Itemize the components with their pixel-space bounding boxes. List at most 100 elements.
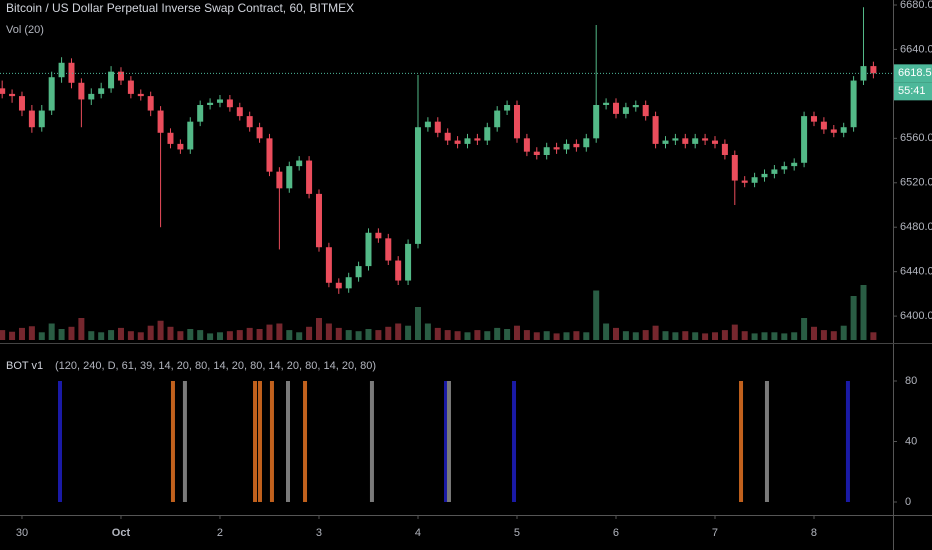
countdown: 55:41 bbox=[898, 85, 926, 97]
candle-body bbox=[583, 138, 590, 148]
volume-bar bbox=[48, 323, 55, 340]
signal-bar bbox=[269, 380, 274, 502]
volume-bar bbox=[523, 330, 530, 340]
candle-body bbox=[286, 166, 293, 189]
candle-body bbox=[78, 82, 85, 100]
candle-body bbox=[296, 160, 303, 167]
volume-bar bbox=[28, 326, 35, 340]
volume-bar bbox=[424, 323, 431, 340]
candle-body bbox=[563, 143, 570, 150]
volume-bar bbox=[167, 326, 174, 340]
volume-bar bbox=[68, 326, 75, 340]
indicator-params: (120, 240, D, 61, 39, 14, 20, 80, 14, 20… bbox=[55, 360, 376, 372]
volume-bar bbox=[315, 318, 322, 340]
x-tick-label: 30 bbox=[16, 527, 28, 539]
candle-body bbox=[197, 105, 204, 122]
volume-bar bbox=[444, 330, 451, 340]
candle-body bbox=[533, 151, 540, 155]
volume-bar bbox=[721, 330, 728, 340]
candle-body bbox=[58, 62, 65, 78]
candle-body bbox=[167, 132, 174, 144]
volume-bar bbox=[801, 318, 808, 340]
volume-bar bbox=[583, 332, 590, 340]
candle-body bbox=[761, 173, 768, 178]
candle-body bbox=[870, 66, 877, 74]
candle-body bbox=[434, 121, 441, 133]
volume-bar bbox=[870, 332, 877, 340]
volume-bar bbox=[365, 329, 372, 340]
volume-bar bbox=[474, 330, 481, 340]
volume-bar bbox=[504, 329, 511, 340]
candle-body bbox=[781, 166, 788, 170]
volume-bar bbox=[395, 323, 402, 340]
x-tick-label: 8 bbox=[811, 527, 817, 539]
volume-bar bbox=[405, 325, 412, 340]
signal-bar bbox=[303, 380, 308, 502]
volume-bar bbox=[494, 327, 501, 340]
candle-body bbox=[662, 140, 669, 144]
candle-body bbox=[315, 193, 322, 248]
volume-bar bbox=[0, 330, 6, 340]
volume-bar bbox=[543, 331, 550, 340]
volume-bar bbox=[573, 331, 580, 340]
candle-body bbox=[751, 177, 758, 183]
volume-bar bbox=[207, 333, 214, 340]
countdown-box bbox=[894, 82, 932, 101]
volume-bar bbox=[38, 332, 45, 340]
volume-bar bbox=[236, 330, 243, 340]
candle-body bbox=[850, 80, 857, 128]
x-tick-label: 7 bbox=[712, 527, 718, 539]
volume-bar bbox=[791, 332, 798, 340]
candle-body bbox=[424, 121, 431, 128]
y-tick-label: 6520.0 bbox=[900, 177, 932, 189]
volume-bar bbox=[157, 320, 164, 340]
volume-bar bbox=[761, 332, 768, 340]
candle-body bbox=[741, 180, 748, 183]
volume-bar bbox=[484, 331, 491, 340]
candle-body bbox=[791, 162, 798, 167]
x-tick-label: 4 bbox=[415, 527, 421, 539]
candle-body bbox=[603, 102, 610, 105]
candle-body bbox=[18, 96, 25, 111]
volume-bar bbox=[345, 330, 352, 340]
signal-bar bbox=[285, 380, 290, 502]
candle-body bbox=[731, 155, 738, 181]
volume-bar bbox=[98, 332, 105, 340]
candle-body bbox=[246, 116, 253, 128]
candle-body bbox=[98, 88, 105, 94]
volume-bar bbox=[553, 333, 560, 340]
volume-bar bbox=[355, 331, 362, 340]
volume-bar bbox=[18, 327, 25, 340]
candle-body bbox=[860, 66, 867, 81]
candle-body bbox=[216, 99, 223, 103]
signal-bar bbox=[253, 380, 258, 502]
candle-body bbox=[306, 160, 313, 194]
volume-label: Vol (20) bbox=[6, 24, 44, 36]
volume-bar bbox=[58, 329, 65, 340]
candle-body bbox=[642, 105, 649, 117]
volume-bar bbox=[513, 325, 520, 340]
volume-bar bbox=[860, 285, 867, 340]
candle-body bbox=[395, 260, 402, 281]
volume-bar bbox=[612, 327, 619, 340]
volume-bar bbox=[9, 331, 16, 340]
volume-bar bbox=[563, 332, 570, 340]
y-tick-label: 6680.0 bbox=[900, 0, 932, 11]
volume-bar bbox=[781, 333, 788, 340]
candle-body bbox=[464, 138, 471, 144]
candle-body bbox=[553, 147, 560, 150]
candle-body bbox=[48, 77, 55, 111]
volume-bar bbox=[741, 331, 748, 340]
volume-bar bbox=[820, 330, 827, 340]
candle-body bbox=[236, 107, 243, 117]
volume-bar bbox=[622, 331, 629, 340]
candle-body bbox=[256, 127, 263, 139]
candle-body bbox=[711, 140, 718, 144]
y-tick-label: 6560.0 bbox=[900, 132, 932, 144]
volume-bar bbox=[662, 331, 669, 340]
x-tick-label: 5 bbox=[514, 527, 520, 539]
price-label-box bbox=[894, 64, 932, 83]
candle-body bbox=[810, 116, 817, 122]
volume-bar bbox=[642, 330, 649, 340]
volume-bar bbox=[632, 332, 639, 340]
